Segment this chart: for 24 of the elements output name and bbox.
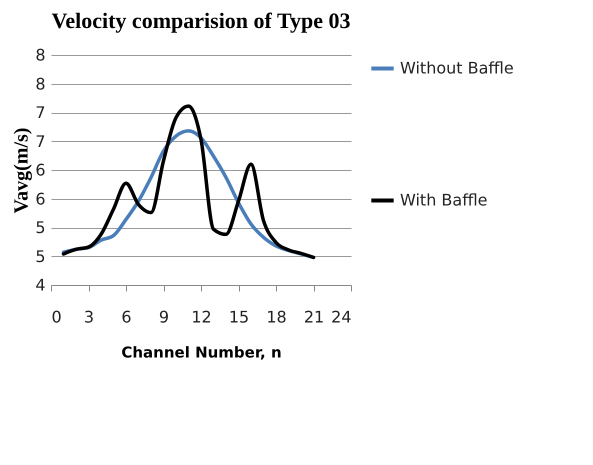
y-tick-label: 7 [35, 132, 46, 151]
x-tick-label: 12 [191, 308, 212, 326]
x-tick-label: 24 [331, 308, 352, 326]
y-tick-label: 7 [35, 103, 46, 122]
x-tick-label: 6 [121, 308, 132, 326]
legend-label: Without Baffle [400, 58, 514, 78]
chart-title: Velocity comparision of Type 03 [51, 8, 351, 33]
y-axis-title: Vavg(m/s) [10, 128, 32, 214]
y-tick-label: 5 [35, 246, 46, 266]
y-tick-label: 6 [35, 160, 46, 180]
x-axis-title: Channel Number, n [121, 344, 282, 362]
x-tick-label: 18 [266, 308, 287, 326]
x-tick-label: 21 [304, 308, 324, 326]
y-tick-label: 5 [35, 218, 46, 237]
legend-label: With Baffle [400, 190, 488, 210]
x-tick-label: 9 [158, 308, 170, 326]
y-tick-label: 4 [35, 276, 46, 294]
y-tick-label: 6 [35, 189, 46, 208]
x-tick-label: 3 [84, 308, 94, 326]
x-tick-label: 15 [228, 308, 250, 326]
line-series [62, 104, 316, 260]
x-tick-label: 0 [52, 308, 62, 326]
y-tick-label: 8 [35, 74, 46, 94]
y-tick-label: 8 [35, 46, 46, 64]
